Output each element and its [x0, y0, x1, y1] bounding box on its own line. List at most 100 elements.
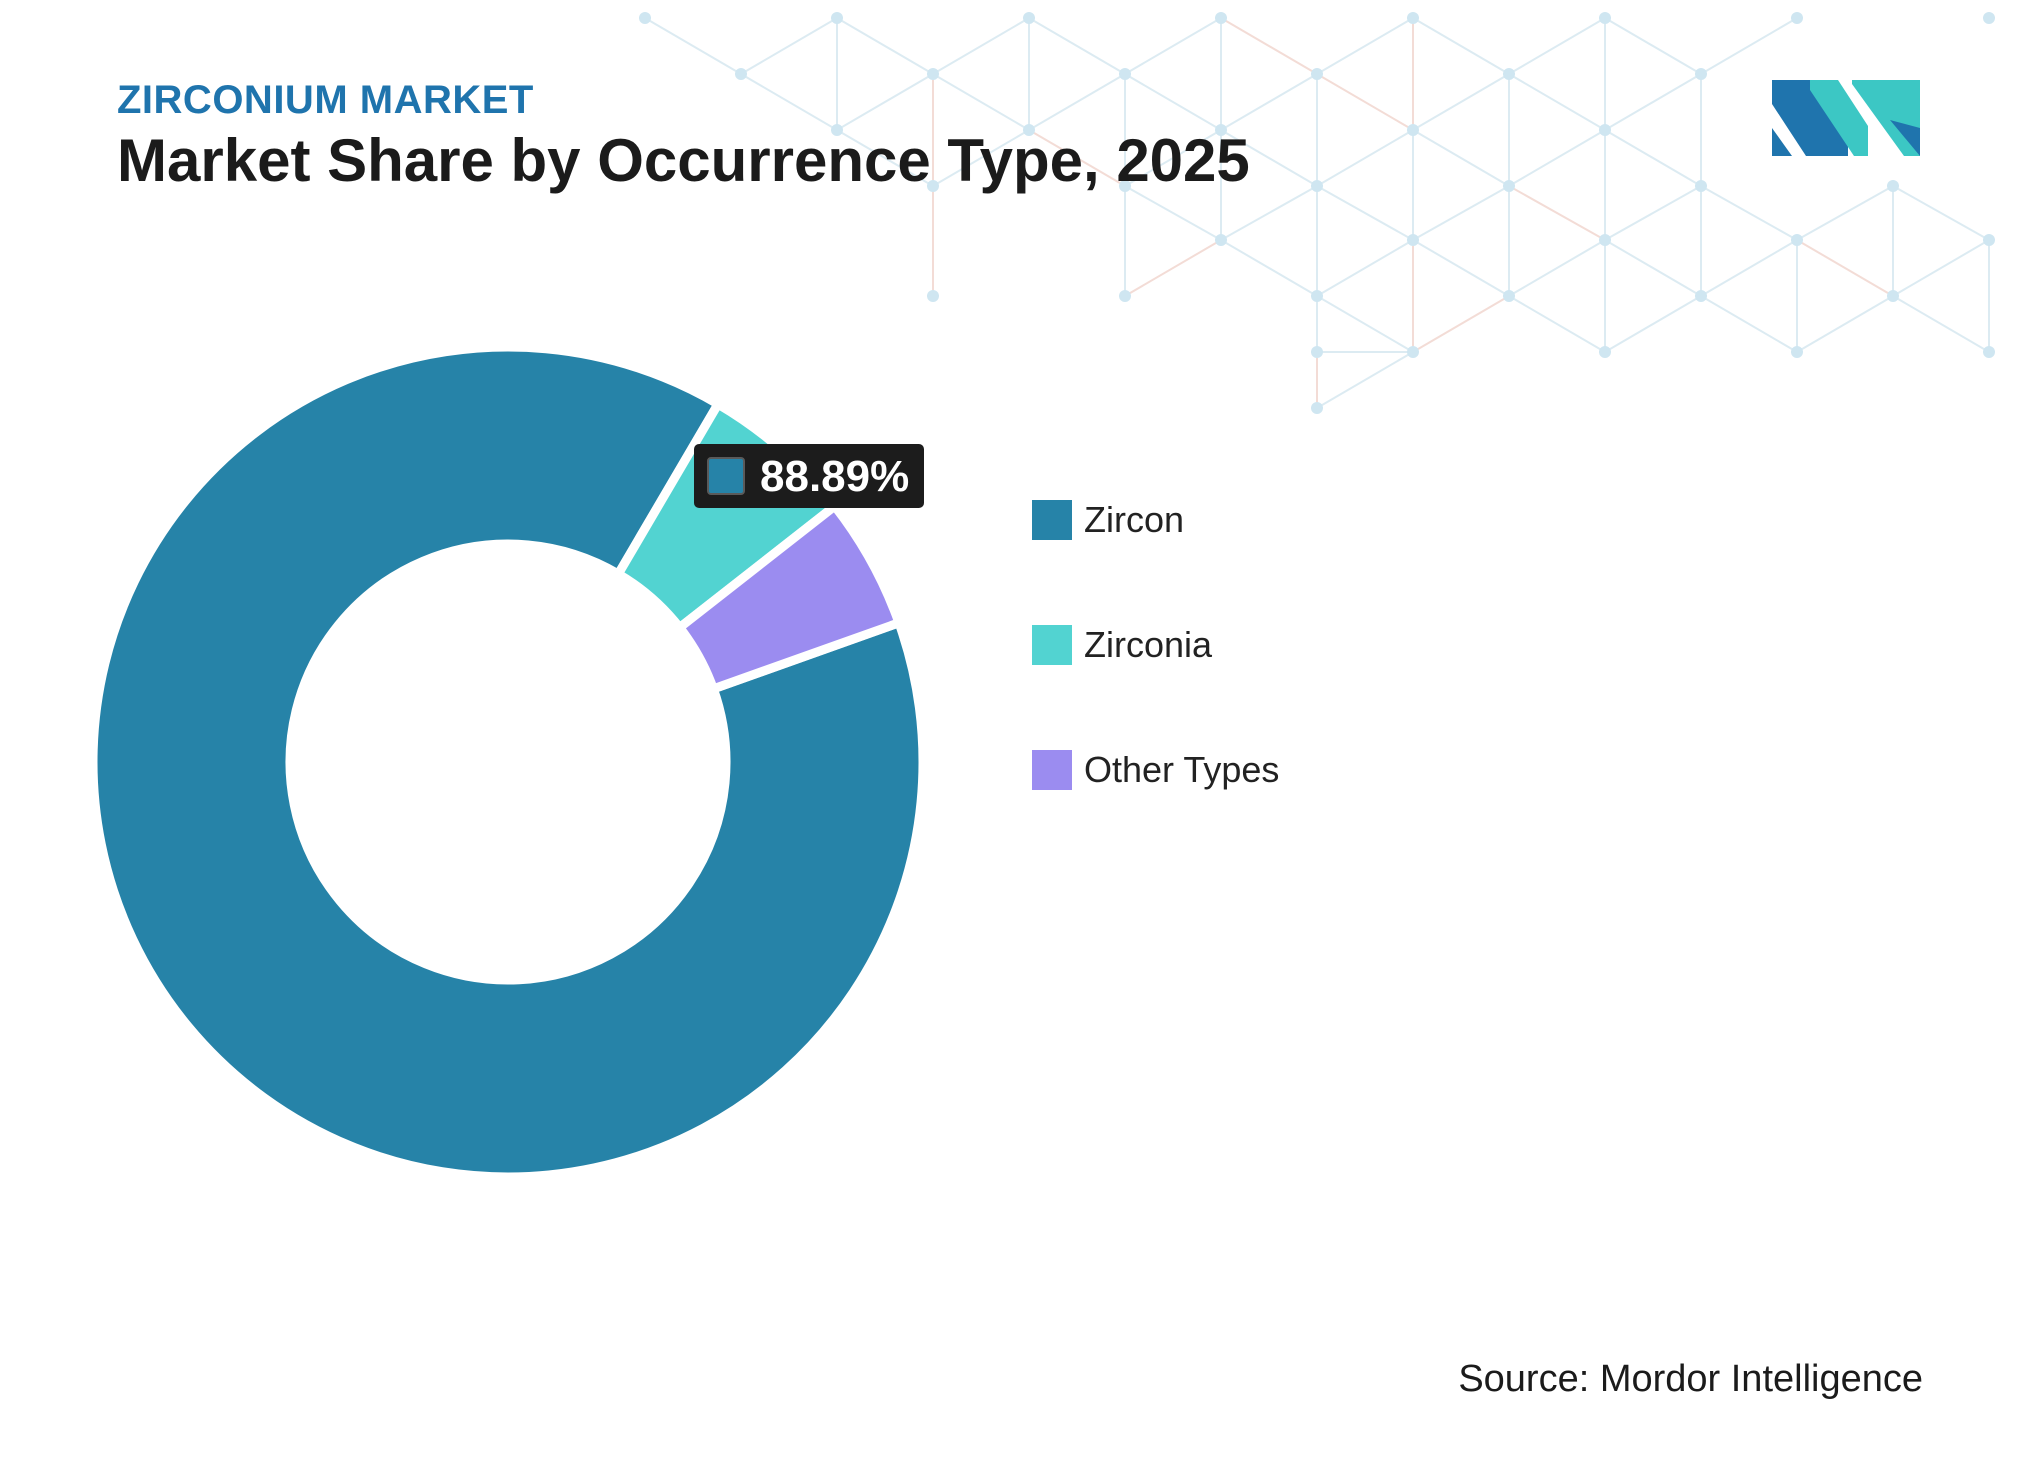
pattern-line [1412, 17, 1510, 75]
pattern-line [1316, 17, 1414, 75]
data-label-tooltip: 88.89% [694, 444, 924, 508]
pattern-node [1311, 180, 1323, 192]
mordor-intelligence-logo-icon [1772, 80, 1920, 156]
pattern-node [1311, 402, 1323, 414]
pattern-node [1311, 68, 1323, 80]
pattern-node [1791, 346, 1803, 358]
pattern-node [1119, 180, 1131, 192]
pattern-line [932, 17, 1030, 75]
pattern-line [1508, 295, 1606, 353]
pattern-line [1604, 129, 1702, 187]
chart-title: Market Share by Occurrence Type, 2025 [117, 127, 1250, 194]
pattern-node [1407, 124, 1419, 136]
pattern-node [1407, 234, 1419, 246]
pattern-line [1316, 185, 1414, 241]
pattern-node [1983, 234, 1995, 246]
pattern-line [1316, 295, 1414, 353]
pattern-node [1215, 124, 1227, 136]
pattern-line [1316, 73, 1414, 131]
pattern-line [836, 17, 934, 75]
pattern-line [1220, 239, 1318, 297]
pattern-line [1604, 185, 1702, 241]
pattern-node [1983, 346, 1995, 358]
pattern-line [1316, 239, 1414, 297]
pattern-line [1124, 185, 1222, 241]
donut-slice-zircon[interactable] [88, 342, 928, 1182]
pattern-node [1503, 68, 1515, 80]
pattern-line [1124, 17, 1222, 75]
pattern-line [1412, 73, 1510, 131]
pattern-line [1316, 129, 1414, 187]
chart-legend: Zircon Zirconia Other Types [1032, 499, 1280, 875]
pattern-node [1695, 290, 1707, 302]
tooltip-background [694, 444, 924, 508]
legend-item-zircon[interactable]: Zircon [1032, 499, 1279, 540]
pattern-node [1599, 12, 1611, 24]
pattern-line [1124, 73, 1222, 131]
pattern-node [1503, 180, 1515, 192]
legend-item-zirconia[interactable]: Zirconia [1032, 624, 1279, 665]
pattern-line [1796, 239, 1894, 297]
pattern-line [1028, 129, 1126, 187]
logo-right-block [1852, 80, 1920, 156]
pattern-node [1407, 346, 1419, 358]
legend-item-other-types[interactable]: Other Types [1032, 749, 1280, 790]
pattern-node [831, 12, 843, 24]
pattern-line [1220, 17, 1318, 75]
pattern-line [1604, 239, 1702, 297]
pattern-node [831, 124, 843, 136]
source-credit: Source: Mordor Intelligence [1458, 1358, 1923, 1400]
donut-slice-other-types[interactable] [673, 499, 905, 695]
pattern-line [1796, 295, 1894, 353]
pattern-node [927, 180, 939, 192]
pattern-line [1220, 73, 1318, 131]
pattern-node [1407, 12, 1419, 24]
pattern-node [639, 12, 651, 24]
pattern-node [1503, 290, 1515, 302]
pattern-node [1119, 68, 1131, 80]
pattern-node [1791, 12, 1803, 24]
pattern-line [1796, 185, 1894, 241]
pattern-line [644, 17, 742, 75]
pattern-node [1791, 234, 1803, 246]
logo-middle-block [1810, 80, 1868, 156]
pattern-line [1700, 239, 1798, 297]
pattern-line [1508, 73, 1606, 131]
pattern-line [1892, 295, 1990, 353]
pattern-node [1119, 290, 1131, 302]
tooltip-value: 88.89% [760, 452, 909, 501]
pattern-node [1311, 346, 1323, 358]
pattern-line [1412, 185, 1510, 241]
market-kicker: ZIRCONIUM MARKET [117, 78, 534, 122]
pattern-line [1700, 295, 1798, 353]
pattern-line [1604, 73, 1702, 131]
pattern-node [1695, 180, 1707, 192]
pattern-line [1892, 185, 1990, 241]
pattern-line [932, 73, 1030, 131]
legend-swatch-other-types [1032, 750, 1072, 790]
pattern-node [1215, 234, 1227, 246]
pattern-node [1215, 12, 1227, 24]
pattern-line [1700, 185, 1798, 241]
pattern-line [1220, 129, 1318, 187]
pattern-line [1028, 17, 1126, 75]
pattern-node [927, 68, 939, 80]
legend-swatch-zircon [1032, 500, 1072, 540]
tooltip-swatch [707, 457, 745, 495]
pattern-node [1695, 68, 1707, 80]
legend-label: Other Types [1084, 749, 1280, 790]
logo-right-band [1890, 120, 1920, 156]
pattern-line [1316, 351, 1414, 409]
pattern-line [932, 129, 1030, 187]
pattern-node [927, 290, 939, 302]
legend-swatch-zirconia [1032, 625, 1072, 665]
logo-left-foot [1772, 128, 1792, 156]
pattern-node [735, 68, 747, 80]
pattern-line [1124, 239, 1222, 297]
pattern-node [1887, 290, 1899, 302]
pattern-line [1508, 17, 1606, 75]
pattern-line [1508, 129, 1606, 187]
pattern-line [1700, 17, 1798, 75]
pattern-node [1023, 124, 1035, 136]
